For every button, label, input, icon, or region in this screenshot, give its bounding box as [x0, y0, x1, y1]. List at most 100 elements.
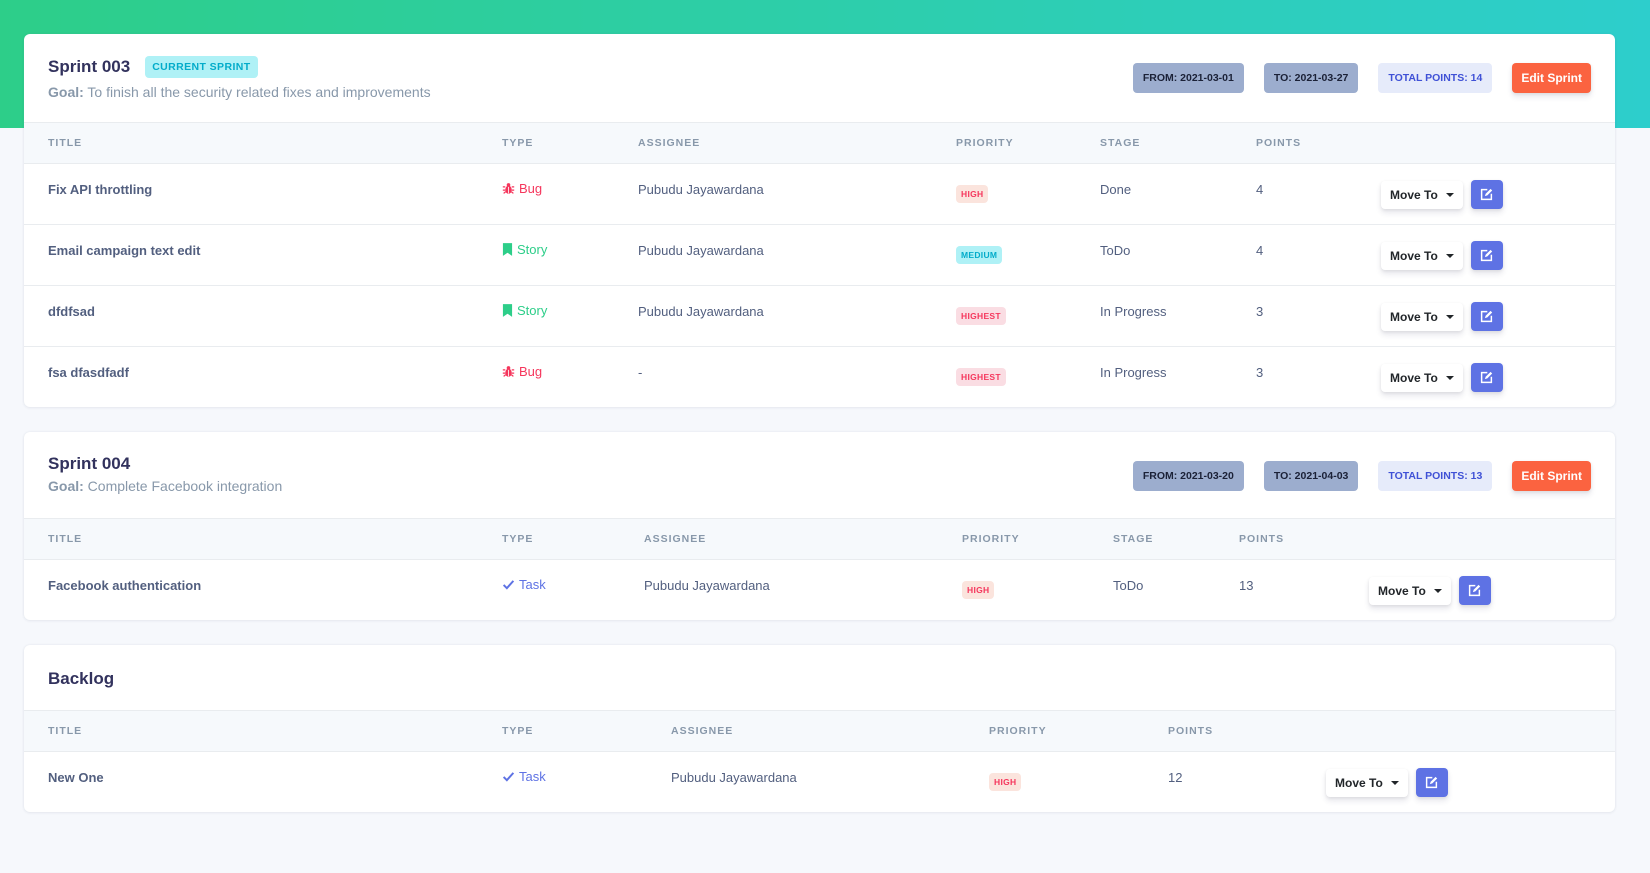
move-to-dropdown-button[interactable]: Move To: [1326, 768, 1408, 797]
move-to-dropdown-button[interactable]: Move To: [1381, 302, 1463, 331]
edit-sprint-button[interactable]: Edit Sprint: [1512, 461, 1591, 491]
issue-type-label: Bug: [519, 180, 543, 196]
issue-points: 12: [1168, 769, 1183, 785]
issue-points: 3: [1256, 285, 1381, 347]
move-to-label: Move To: [1378, 583, 1426, 598]
issue-assignee: Pubudu Jayawardana: [638, 224, 956, 286]
column-header-points: POINTS: [1256, 123, 1381, 164]
sprint-total-points: TOTAL POINTS: 13: [1378, 461, 1493, 491]
bug-icon: [502, 365, 515, 377]
goal-label: Goal:: [48, 478, 84, 494]
sprint-total-points: TOTAL POINTS: 14: [1378, 63, 1493, 93]
issue-type-label: Story: [517, 302, 548, 318]
column-header-actions: [1369, 519, 1615, 560]
edit-icon: [1469, 585, 1481, 597]
check-icon: [502, 579, 515, 590]
edit-issue-button[interactable]: [1470, 241, 1503, 270]
current-sprint-badge: CURRENT SPRINT: [145, 56, 258, 78]
issue-title[interactable]: New One: [48, 769, 104, 785]
backlog-card: Backlog TITLE TYPE ASSIGNEE PRIORITY POI…: [24, 645, 1615, 812]
issue-title[interactable]: fsa dfasdfadf: [48, 364, 129, 380]
column-header-points: POINTS: [1239, 519, 1369, 560]
column-header-title: TITLE: [24, 123, 502, 164]
move-to-dropdown-button[interactable]: Move To: [1369, 576, 1451, 605]
table-row: dfdfsad Story Pubudu Jayawardana HIGHEST…: [24, 285, 1615, 347]
column-header-type: TYPE: [502, 519, 644, 560]
issue-points: 13: [1239, 577, 1254, 593]
move-to-dropdown-button[interactable]: Move To: [1381, 363, 1463, 392]
issue-type: Story: [502, 242, 547, 257]
edit-sprint-button[interactable]: Edit Sprint: [1512, 63, 1591, 93]
caret-down-icon: [1390, 780, 1399, 785]
edit-issue-button[interactable]: [1415, 768, 1448, 798]
issue-stage: In Progress: [1100, 285, 1256, 347]
issue-points: 4: [1256, 163, 1381, 225]
edit-issue-button[interactable]: [1458, 576, 1491, 606]
issue-type-label: Task: [519, 576, 546, 592]
edit-icon: [1481, 188, 1493, 201]
sprint-card-003: Sprint 003 CURRENT SPRINT Goal: To finis…: [24, 34, 1615, 407]
column-header-actions: [1381, 123, 1615, 164]
issue-title[interactable]: Facebook authentication: [48, 577, 202, 593]
edit-issue-button[interactable]: [1470, 302, 1503, 331]
issue-type: Bug: [502, 364, 542, 379]
caret-down-icon: [1445, 314, 1454, 319]
edit-issue-button[interactable]: [1470, 180, 1503, 209]
issue-type: Task: [502, 577, 546, 592]
move-to-label: Move To: [1390, 370, 1438, 385]
table-row: Fix API throttling Bug Pubudu Jayawardan…: [24, 163, 1615, 225]
issue-title[interactable]: Fix API throttling: [24, 163, 502, 225]
issue-assignee: Pubudu Jayawardana: [638, 285, 956, 347]
sprint-from-date: FROM: 2021-03-01: [1132, 63, 1244, 93]
backlog-header: Backlog: [24, 645, 1615, 711]
edit-icon: [1481, 310, 1493, 323]
column-header-stage: STAGE: [1100, 123, 1256, 164]
caret-down-icon: [1433, 588, 1442, 593]
column-header-assignee: ASSIGNEE: [644, 519, 962, 560]
goal-text: Complete Facebook integration: [87, 478, 283, 494]
issue-points: 3: [1256, 364, 1264, 380]
column-header-assignee: ASSIGNEE: [671, 711, 989, 752]
column-header-priority: PRIORITY: [962, 519, 1113, 560]
sprint-issues-table: TITLE TYPE ASSIGNEE PRIORITY STAGE POINT…: [24, 123, 1615, 407]
issue-stage: ToDo: [1100, 224, 1256, 286]
issue-title[interactable]: dfdfsad: [24, 285, 502, 347]
backlog-issues-table: TITLE TYPE ASSIGNEE PRIORITY POINTS New …: [24, 711, 1615, 812]
edit-icon: [1426, 777, 1438, 789]
issue-type: Bug: [502, 181, 542, 196]
issue-type-label: Bug: [519, 363, 543, 379]
sprint-card-004: Sprint 004 Goal: Complete Facebook integ…: [24, 432, 1615, 620]
column-header-title: TITLE: [24, 711, 502, 752]
column-header-assignee: ASSIGNEE: [638, 123, 956, 164]
sprints-container: Sprint 003 CURRENT SPRINT Goal: To finis…: [24, 34, 1615, 837]
caret-down-icon: [1445, 253, 1454, 258]
move-to-label: Move To: [1335, 775, 1383, 790]
issue-stage: In Progress: [1100, 364, 1167, 380]
move-to-dropdown-button[interactable]: Move To: [1381, 180, 1463, 209]
column-header-actions: [1326, 711, 1615, 752]
sprint-goal: Goal: Complete Facebook integration: [48, 478, 1591, 494]
column-header-stage: STAGE: [1113, 519, 1239, 560]
caret-down-icon: [1445, 375, 1454, 380]
edit-icon: [1481, 372, 1493, 384]
edit-issue-button[interactable]: [1470, 363, 1503, 393]
bug-icon: [502, 182, 515, 194]
issue-title[interactable]: Email campaign text edit: [24, 224, 502, 286]
table-row: Email campaign text edit Story Pubudu Ja…: [24, 224, 1615, 286]
sprint-header: Sprint 004 Goal: Complete Facebook integ…: [24, 432, 1615, 519]
column-header-title: TITLE: [24, 519, 502, 560]
move-to-dropdown-button[interactable]: Move To: [1381, 241, 1463, 270]
issue-stage: Done: [1100, 163, 1256, 225]
priority-badge: HIGHEST: [956, 306, 1006, 325]
table-row: fsa dfasdfadf Bug - HIGHEST In Progress …: [24, 346, 1615, 407]
sprint-to-date: TO: 2021-04-03: [1263, 461, 1359, 491]
priority-badge: MEDIUM: [956, 245, 1003, 264]
column-header-type: TYPE: [502, 123, 638, 164]
column-header-priority: PRIORITY: [956, 123, 1100, 164]
sprint-title: Sprint 004: [48, 454, 131, 473]
goal-text: To finish all the security related fixes…: [87, 84, 431, 100]
move-to-label: Move To: [1390, 309, 1438, 324]
issue-stage: ToDo: [1113, 577, 1144, 593]
move-to-label: Move To: [1390, 248, 1438, 263]
priority-badge: HIGH: [956, 184, 989, 203]
